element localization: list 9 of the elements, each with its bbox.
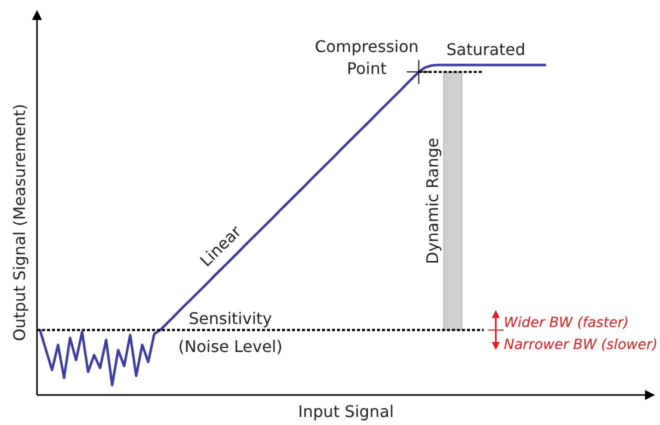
text: Saturated bbox=[446, 40, 526, 59]
x-axis-title: Input Signal bbox=[298, 402, 394, 421]
annotation: Narrower BW (slower) bbox=[504, 336, 658, 353]
annotation: Dynamic Range bbox=[422, 138, 442, 264]
annotation: Wider BW (faster) bbox=[504, 314, 629, 331]
annotation: (Noise Level) bbox=[178, 336, 282, 356]
y-axis-title: Output Signal (Measurement) bbox=[10, 104, 29, 342]
ref-line-label: Compression Point bbox=[314, 36, 419, 78]
ref-line-label: Sensitivity bbox=[188, 308, 272, 328]
